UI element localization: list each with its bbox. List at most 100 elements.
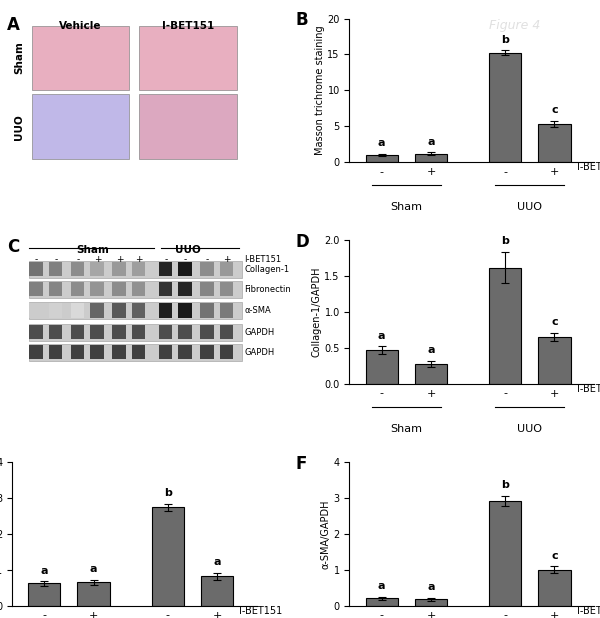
- Bar: [178, 325, 192, 339]
- Bar: [139, 95, 237, 159]
- Text: I-BET151: I-BET151: [162, 22, 214, 32]
- Text: a: a: [378, 331, 385, 341]
- Text: α-SMA: α-SMA: [244, 306, 271, 315]
- Text: -: -: [55, 255, 58, 264]
- Text: I-BET151: I-BET151: [577, 606, 600, 616]
- Bar: [90, 303, 104, 318]
- Text: a: a: [40, 565, 48, 575]
- Bar: [112, 325, 126, 339]
- Bar: [178, 345, 192, 359]
- Text: c: c: [551, 551, 558, 561]
- Bar: [49, 282, 62, 297]
- Bar: [90, 325, 104, 339]
- Text: c: c: [551, 105, 558, 115]
- Bar: [29, 345, 43, 359]
- Text: Vehicle: Vehicle: [59, 22, 102, 32]
- Bar: [49, 325, 62, 339]
- Text: b: b: [164, 488, 172, 498]
- Text: I-BET151: I-BET151: [577, 384, 600, 394]
- Text: UUO: UUO: [517, 424, 542, 434]
- Bar: [220, 345, 233, 359]
- Text: Sham: Sham: [76, 245, 109, 255]
- Bar: [32, 26, 130, 90]
- Text: +: +: [136, 255, 143, 264]
- Text: -: -: [164, 255, 167, 264]
- Bar: [29, 261, 242, 277]
- Bar: [132, 325, 145, 339]
- Text: UUO: UUO: [14, 114, 25, 140]
- Bar: [200, 325, 214, 339]
- Y-axis label: Collagen-1/GAPDH: Collagen-1/GAPDH: [311, 267, 322, 357]
- Bar: [90, 262, 104, 276]
- Text: a: a: [90, 564, 97, 574]
- Bar: [159, 262, 172, 276]
- Text: UUO: UUO: [517, 202, 542, 212]
- Bar: [159, 282, 172, 297]
- Text: -: -: [35, 255, 38, 264]
- Bar: [152, 507, 184, 606]
- Bar: [132, 303, 145, 318]
- Bar: [71, 303, 84, 318]
- Text: I-BET151: I-BET151: [239, 606, 283, 616]
- Text: -: -: [184, 255, 187, 264]
- Bar: [178, 262, 192, 276]
- Text: c: c: [551, 317, 558, 327]
- Text: a: a: [378, 138, 385, 148]
- Bar: [77, 582, 110, 606]
- Bar: [29, 303, 43, 318]
- Bar: [159, 325, 172, 339]
- Bar: [178, 282, 192, 297]
- Bar: [112, 262, 126, 276]
- Bar: [112, 345, 126, 359]
- Text: Sham: Sham: [390, 202, 422, 212]
- Bar: [538, 124, 571, 162]
- Bar: [220, 303, 233, 318]
- Bar: [29, 281, 242, 298]
- Text: C: C: [7, 238, 19, 256]
- Bar: [49, 303, 62, 318]
- Bar: [29, 282, 43, 297]
- Text: D: D: [296, 234, 310, 252]
- Bar: [71, 282, 84, 297]
- Bar: [132, 282, 145, 297]
- Text: A: A: [7, 15, 20, 33]
- Bar: [29, 302, 242, 320]
- Bar: [29, 262, 43, 276]
- Text: GAPDH: GAPDH: [244, 348, 275, 357]
- Text: -: -: [206, 255, 209, 264]
- Bar: [415, 154, 447, 162]
- Text: b: b: [501, 480, 509, 490]
- Text: GAPDH: GAPDH: [244, 328, 275, 337]
- Bar: [415, 599, 447, 606]
- Text: -: -: [76, 255, 80, 264]
- Text: B: B: [296, 11, 308, 30]
- Text: Sham: Sham: [390, 424, 422, 434]
- Text: a: a: [427, 345, 435, 355]
- Bar: [365, 350, 398, 384]
- Text: a: a: [427, 137, 435, 146]
- Bar: [200, 345, 214, 359]
- Bar: [32, 95, 130, 159]
- Text: +: +: [116, 255, 124, 264]
- Bar: [220, 282, 233, 297]
- Bar: [49, 345, 62, 359]
- Bar: [538, 337, 571, 384]
- Text: +: +: [223, 255, 231, 264]
- Bar: [365, 598, 398, 606]
- Bar: [139, 26, 237, 90]
- Y-axis label: Masson trichrome staining: Masson trichrome staining: [314, 25, 325, 155]
- Bar: [112, 282, 126, 297]
- Bar: [132, 345, 145, 359]
- Bar: [200, 262, 214, 276]
- Bar: [71, 325, 84, 339]
- Text: b: b: [501, 35, 509, 44]
- Text: +: +: [94, 255, 101, 264]
- Bar: [159, 303, 172, 318]
- Text: F: F: [296, 455, 307, 473]
- Bar: [200, 303, 214, 318]
- Text: I-BET151: I-BET151: [577, 163, 600, 172]
- Text: I-BET151: I-BET151: [244, 255, 281, 264]
- Bar: [29, 344, 242, 361]
- Bar: [489, 53, 521, 162]
- Text: a: a: [378, 581, 385, 591]
